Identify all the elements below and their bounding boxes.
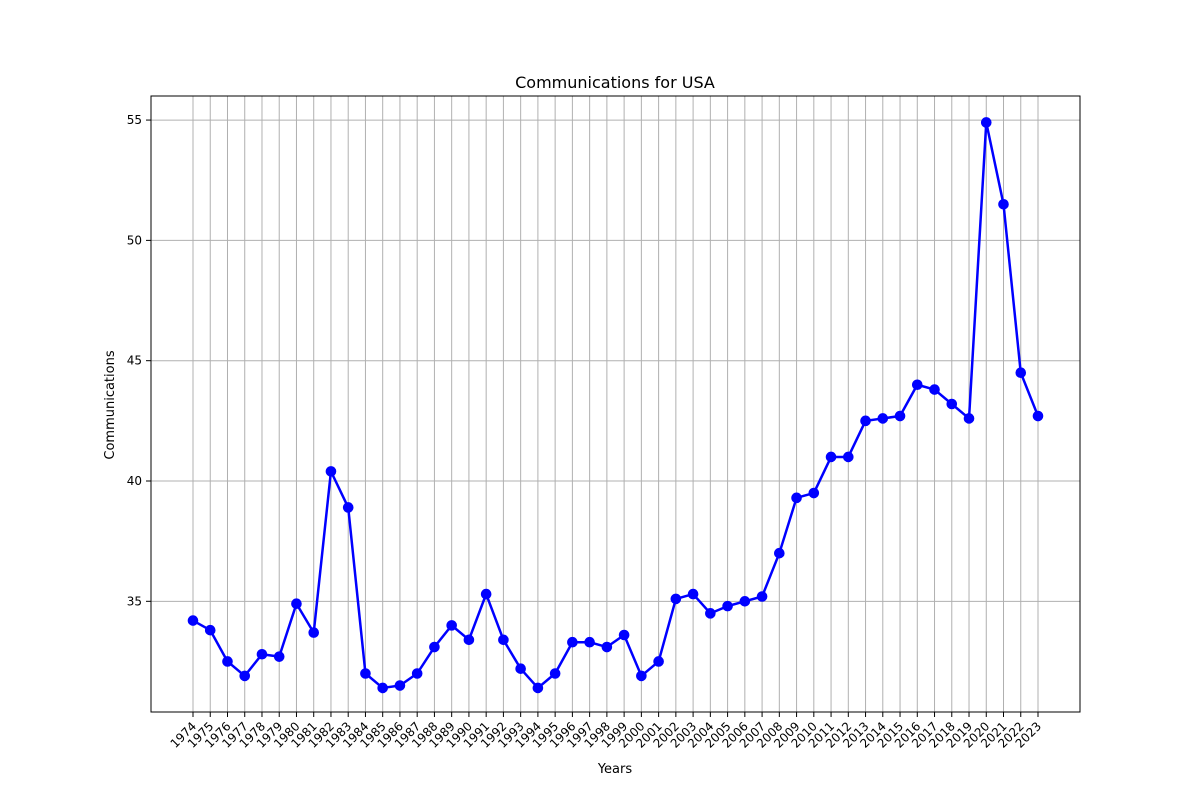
data-point (394, 680, 406, 691)
data-point (342, 502, 354, 513)
data-point (722, 600, 733, 612)
axes-layer: 1974197519761977197819791980198119821983… (127, 95, 1081, 751)
data-point (860, 415, 871, 427)
x-axis-label: Years (597, 762, 633, 777)
y-tick-label: 50 (127, 233, 142, 247)
data-point (670, 593, 682, 605)
data-point (877, 413, 889, 424)
grid-layer (151, 96, 1080, 712)
data-point (446, 620, 457, 631)
data-point (1015, 367, 1027, 379)
data-point (532, 682, 544, 694)
data-point (377, 682, 388, 694)
data-point (653, 656, 664, 667)
data-point (911, 379, 923, 391)
data-point (222, 656, 233, 667)
data-point (636, 670, 647, 682)
data-point (291, 598, 302, 610)
series-line (192, 121, 1040, 690)
data-point (808, 487, 820, 499)
data-point (256, 648, 268, 660)
y-tick-label: 40 (127, 474, 142, 488)
data-point (946, 398, 958, 410)
data-point (239, 670, 251, 682)
data-point (756, 591, 768, 602)
data-point (463, 634, 475, 646)
data-point (411, 668, 423, 679)
data-point (308, 627, 320, 638)
data-point (963, 413, 975, 424)
y-axis-label: Communications (103, 350, 118, 459)
data-point (515, 663, 526, 674)
data-point (774, 547, 785, 559)
data-point (791, 492, 802, 504)
data-point (584, 636, 595, 648)
chart-title: Communications for USA (515, 73, 715, 92)
data-point (273, 651, 285, 662)
data-point (1032, 410, 1044, 422)
data-point (894, 410, 906, 422)
data-point (360, 668, 371, 679)
data-point (843, 451, 854, 463)
data-point (618, 629, 630, 641)
data-point (825, 451, 837, 463)
data-layer (187, 117, 1044, 694)
data-point (929, 384, 940, 395)
data-point (567, 636, 578, 648)
data-point (187, 615, 199, 626)
data-point (480, 588, 492, 600)
data-point (705, 608, 716, 619)
y-tick-label: 35 (127, 594, 142, 608)
plot-frame (150, 95, 1081, 713)
y-tick-label: 55 (127, 113, 142, 127)
data-point (687, 588, 699, 600)
data-point (325, 466, 337, 477)
data-point (429, 641, 440, 653)
data-point (204, 624, 216, 636)
data-point (549, 668, 561, 679)
data-point (498, 634, 509, 646)
data-point (998, 198, 1009, 210)
y-tick-label: 45 (127, 354, 142, 368)
data-point (601, 641, 613, 653)
data-point (980, 117, 992, 128)
data-point (739, 596, 751, 607)
